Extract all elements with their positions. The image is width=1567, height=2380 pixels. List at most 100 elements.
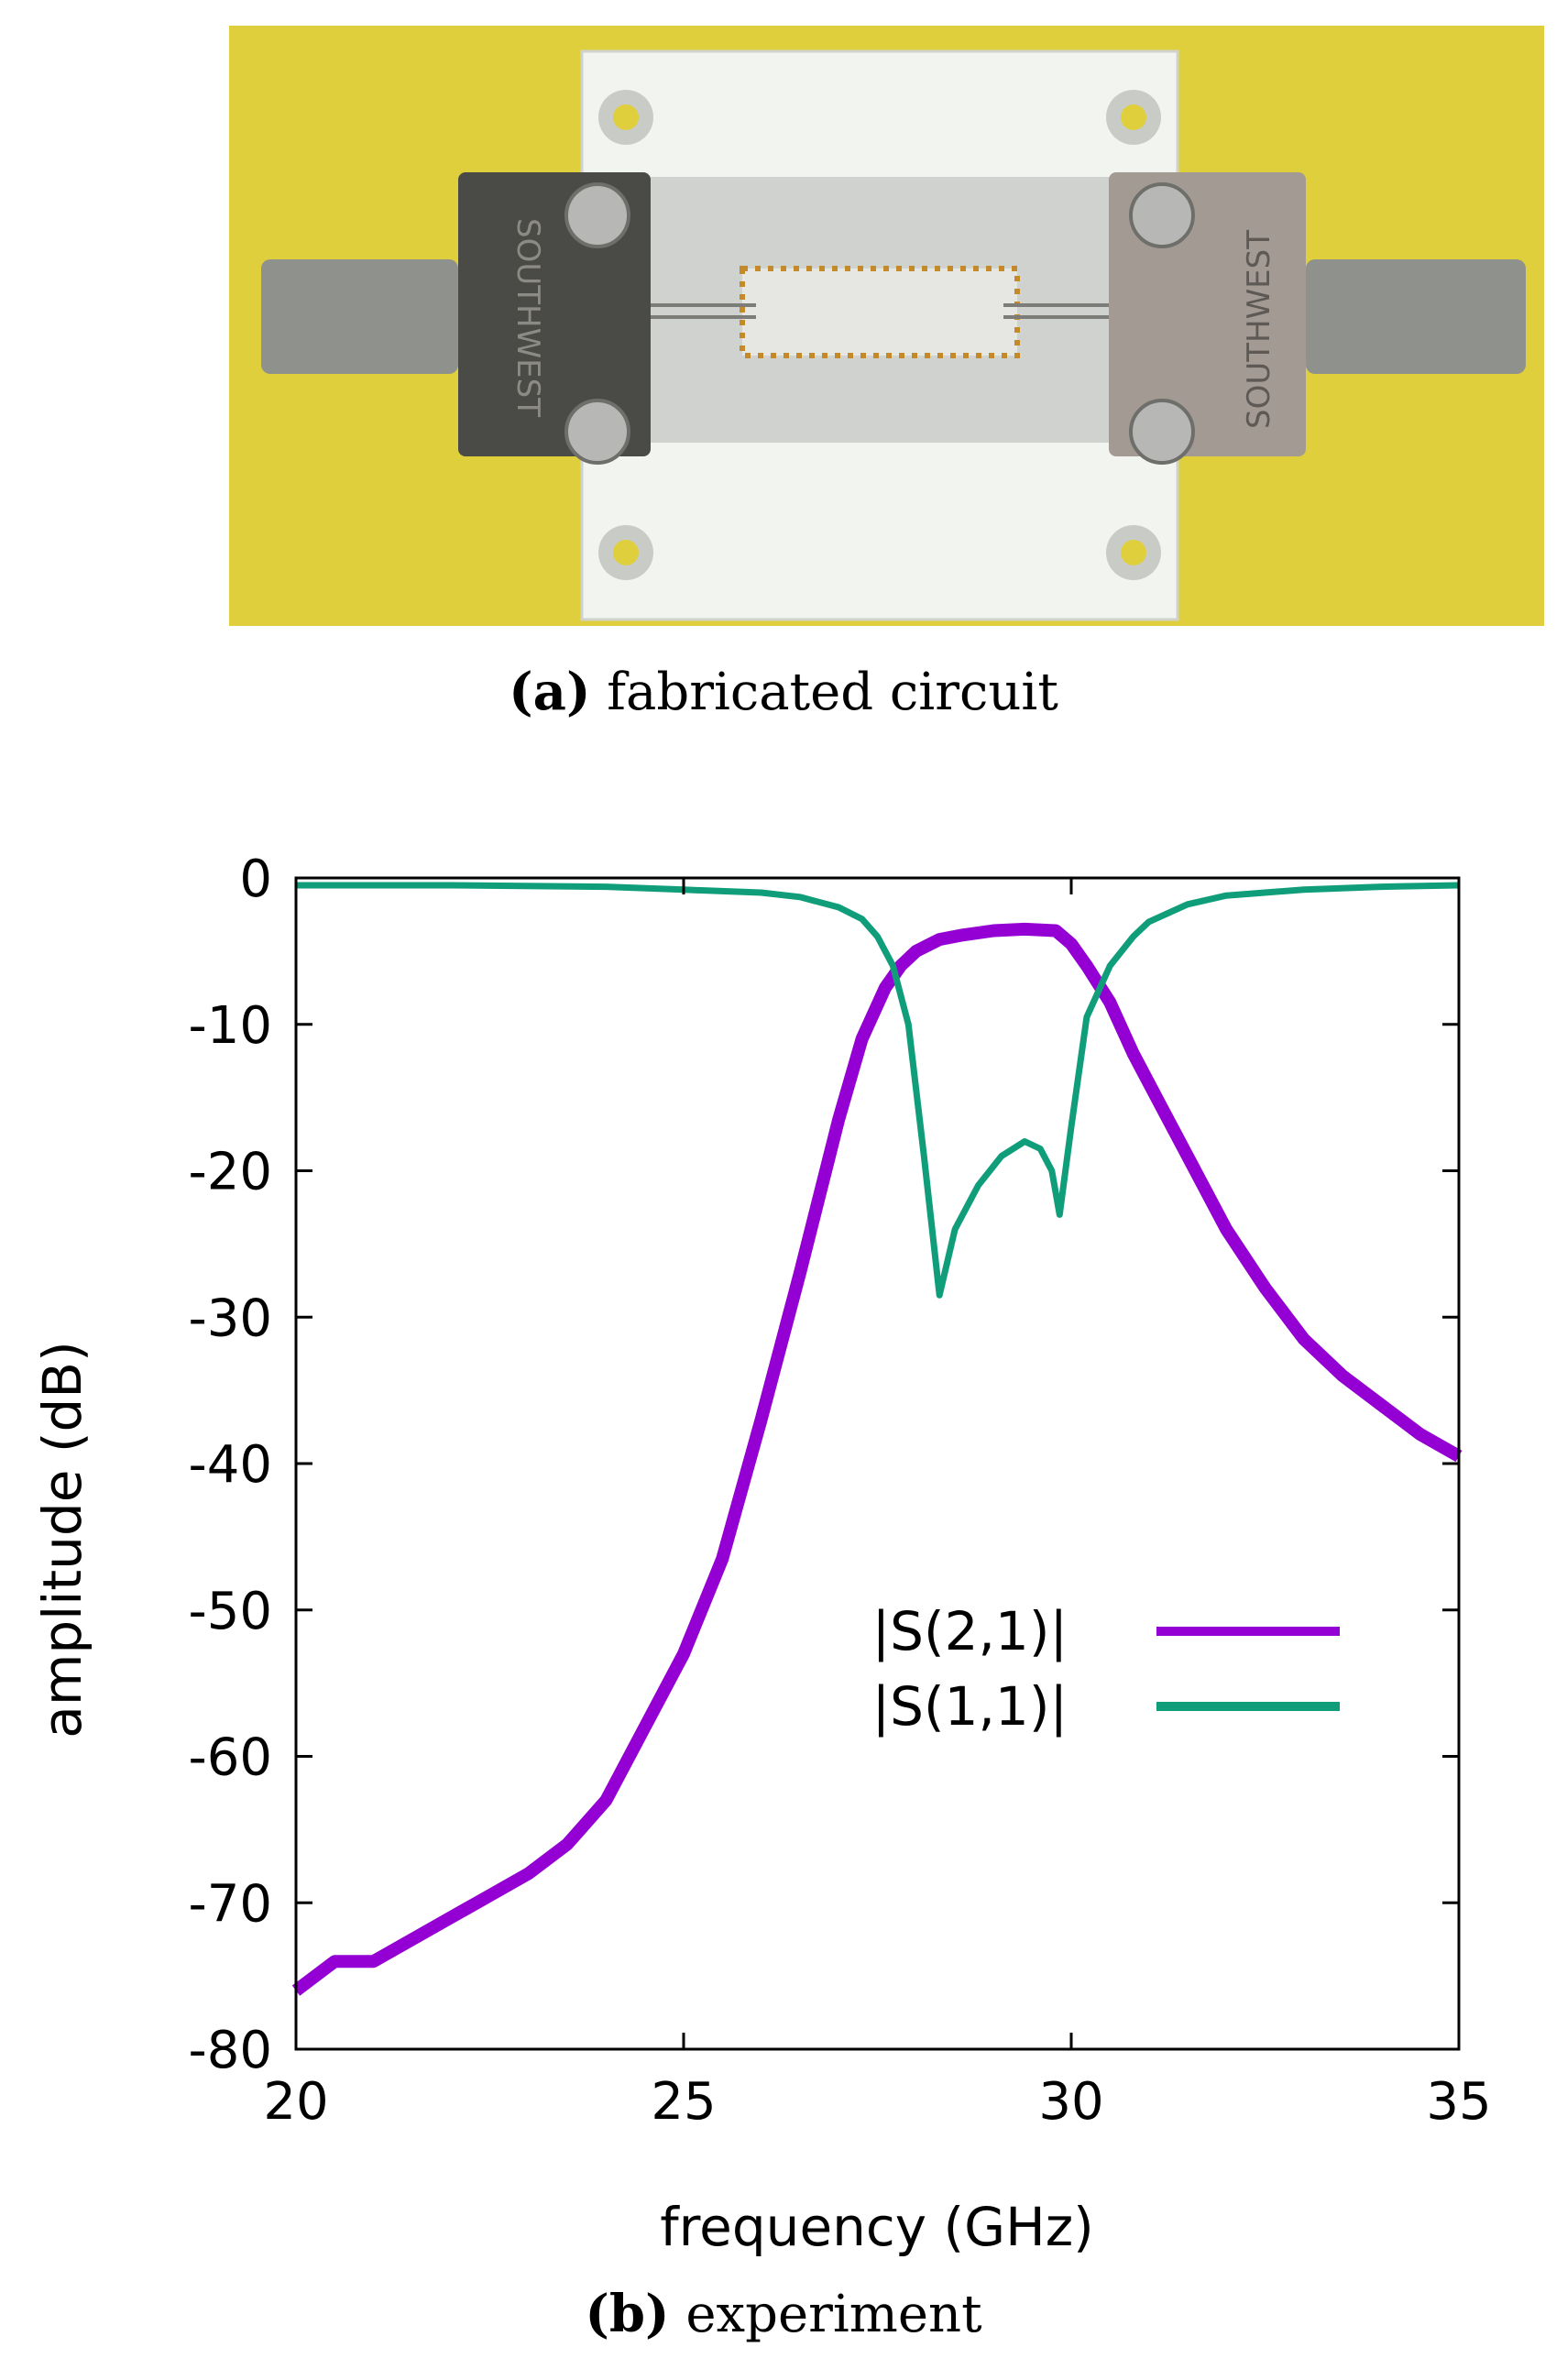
s21-data-point (860, 1037, 864, 1041)
s21-data-point (411, 1937, 414, 1941)
s11-data-point (876, 935, 879, 938)
y-tick-label: -60 (189, 1728, 272, 1788)
s21-data-point (883, 986, 887, 990)
s21-data-point (1302, 1337, 1306, 1341)
s21-data-point (1264, 1286, 1266, 1289)
s21-data-point (961, 933, 965, 937)
s21-data-point (915, 949, 918, 953)
s21-data-point (1023, 927, 1026, 931)
x-tick-label: 25 (651, 2072, 716, 2132)
x-tick-label: 20 (263, 2072, 328, 2132)
x-tick-label: 30 (1038, 2072, 1103, 2132)
s11-data-point (922, 1155, 926, 1158)
x-tick-label: 35 (1426, 2072, 1491, 2132)
y-tick-label: -80 (189, 2021, 272, 2080)
s21-data-point (372, 1959, 376, 1963)
y-tick-label: 0 (239, 850, 272, 909)
s11-data-point (1050, 1169, 1054, 1172)
s11-series-line (296, 882, 1460, 1299)
s11-data-point (1085, 1015, 1089, 1019)
caption-b: (b) experiment (0, 2284, 1567, 2344)
s11-data-point (449, 883, 453, 887)
screw-head (564, 399, 630, 465)
sma-thread-left (261, 259, 458, 374)
s21-data-point (1108, 1001, 1112, 1004)
s21-data-point (1379, 1403, 1383, 1407)
s21-data-point (1186, 1155, 1189, 1158)
s11-data-point (1224, 894, 1228, 897)
s11-data-point (1038, 1147, 1042, 1151)
s11-data-point (1069, 1125, 1073, 1129)
s11-data-point (604, 885, 608, 889)
sma-thread-right (1306, 259, 1526, 374)
y-tick-label: -30 (189, 1289, 272, 1348)
s11-data-point (1057, 1212, 1061, 1216)
y-tick-label: -50 (189, 1582, 272, 1641)
s11-data-point (953, 1227, 957, 1231)
s21-data-point (333, 1959, 336, 1963)
s21-data-point (682, 1652, 685, 1656)
s21-data-point (527, 1871, 531, 1875)
s21-data-point (720, 1557, 724, 1561)
s21-data-point (1085, 964, 1089, 968)
mounting-hole (613, 104, 639, 130)
s21-data-point (937, 938, 941, 941)
s11-data-point (937, 1293, 941, 1297)
s21-data-point (488, 1893, 491, 1897)
s11-data-point (976, 1183, 980, 1187)
s21-data-point (1147, 1081, 1151, 1085)
screw-head (1129, 399, 1195, 465)
s21-data-point (837, 1118, 840, 1122)
s11-data-point (906, 1023, 910, 1026)
s21-data-point (1132, 1052, 1135, 1056)
y-tick-label: -20 (189, 1143, 272, 1202)
s21-data-point (1224, 1227, 1228, 1231)
fabricated-circuit-photo: SOUTHWEST SOUTHWEST (229, 26, 1544, 626)
mounting-hole (1121, 104, 1146, 130)
s21-data-point (798, 1271, 802, 1275)
y-tick-label: -10 (189, 996, 272, 1056)
caption-a: (a) fabricated circuit (0, 662, 1567, 722)
caption-b-letter: (b) (585, 2284, 670, 2344)
siw-region (740, 266, 1020, 358)
s11-data-point (1000, 1155, 1003, 1158)
s21-data-point (760, 1418, 763, 1421)
s21-data-point (643, 1726, 647, 1729)
y-tick-label: -70 (189, 1874, 272, 1934)
x-axis-title: frequency (GHz) (660, 2196, 1094, 2258)
s21-data-point (899, 964, 903, 968)
legend-label: |S(1,1)| (872, 1675, 1068, 1738)
s11-data-point (837, 905, 840, 909)
s11-data-point (1186, 903, 1189, 906)
s11-data-point (891, 964, 894, 968)
connector-marking-right: SOUTHWEST (1241, 230, 1277, 429)
legend-label: |S(2,1)| (872, 1600, 1068, 1662)
s11-data-point (1379, 885, 1383, 889)
y-tick-label: -40 (189, 1435, 272, 1495)
s21-data-point (1054, 929, 1057, 933)
screw-head (1129, 182, 1195, 248)
s11-data-point (1147, 920, 1151, 924)
s21-data-point (992, 929, 995, 933)
s21-series-line (291, 922, 1463, 1996)
s11-data-point (1023, 1140, 1026, 1144)
s11-data-point (760, 891, 763, 894)
y-axis-title: amplitude (dB) (31, 1341, 93, 1738)
s11-data-point (1302, 888, 1306, 892)
s21-data-point (1419, 1432, 1422, 1436)
mounting-hole (1121, 540, 1146, 565)
s11-data-point (860, 917, 864, 921)
s11-data-point (798, 895, 802, 899)
s-parameter-chart: 20 25 30 35 0 -10 -20 -30 -40 -50 -60 -70 -80 freque… (31, 850, 1492, 2258)
mounting-hole (613, 540, 639, 565)
connector-marking-left: SOUTHWEST (510, 218, 546, 417)
s11-data-point (1108, 964, 1112, 968)
s11-data-point (1132, 935, 1135, 938)
caption-a-text: fabricated circuit (607, 663, 1058, 722)
caption-b-text: experiment (685, 2285, 982, 2344)
s21-data-point (1069, 942, 1073, 946)
screw-head (564, 182, 630, 248)
s21-data-point (1341, 1374, 1344, 1377)
plot-frame (294, 876, 1461, 2051)
caption-a-letter: (a) (509, 662, 591, 722)
